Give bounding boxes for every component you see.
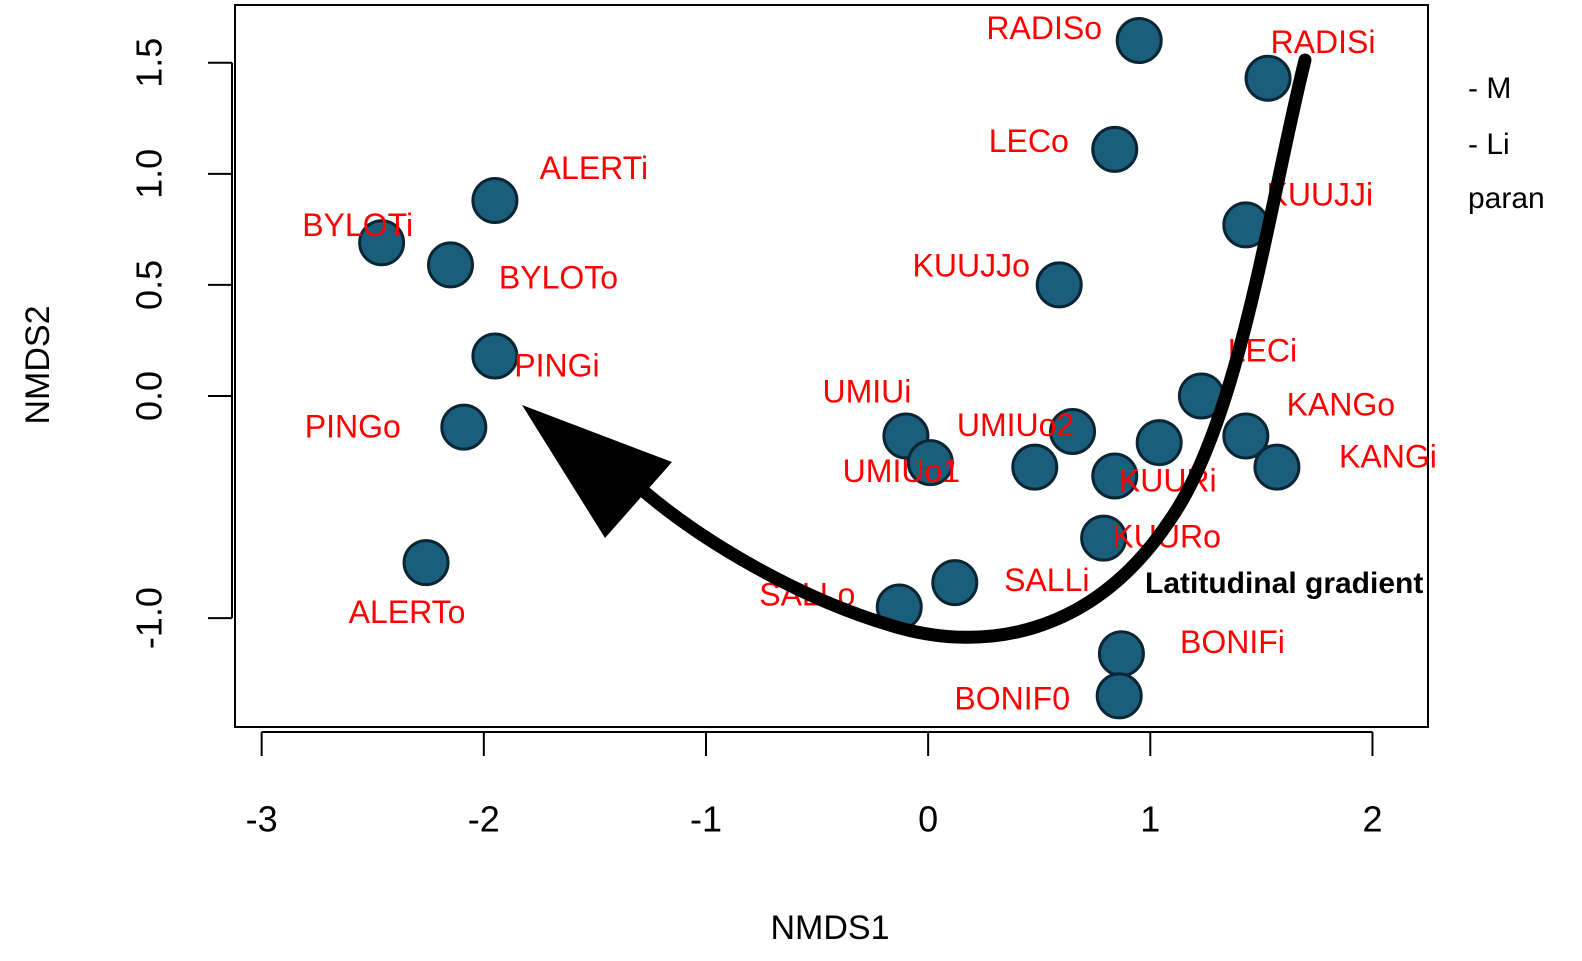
point-label: ALERTo [349, 594, 466, 630]
point [1115, 17, 1163, 65]
point [471, 176, 519, 224]
point-label: UMIUo2 [957, 407, 1074, 443]
point [426, 241, 474, 289]
point-label: BONIFi [1180, 624, 1285, 660]
y-tick-label: -1.0 [129, 587, 170, 649]
marks: -3 -2 -1 0 1 2 -1.0 0.0 0.5 1.0 1.5 RADISo RADISi LEC… [129, 10, 1437, 840]
point-label: SALLi [1004, 562, 1089, 598]
point-label: BONIF0 [954, 680, 1070, 716]
point [1244, 54, 1292, 102]
arrow-head [522, 405, 672, 538]
point [358, 219, 406, 267]
gradient-label: Latitudinal gradient [1145, 567, 1423, 600]
point [402, 539, 450, 587]
x-axis-title: NMDS1 [770, 909, 889, 947]
point [1091, 452, 1139, 500]
point [1253, 443, 1301, 491]
x-tick-label: -2 [468, 799, 500, 840]
point-label: UMIUi [822, 373, 911, 409]
point-label: BYLOTo [499, 259, 618, 295]
point-label: RADISi [1271, 24, 1376, 60]
point-label: KANGi [1339, 439, 1437, 475]
x-tick-label: -1 [690, 799, 722, 840]
y-axis-title: NMDS2 [19, 305, 57, 424]
point [1011, 443, 1059, 491]
y-tick-label: 0.0 [129, 371, 170, 421]
point-label: RADISo [986, 10, 1102, 46]
x-tick-label: 0 [918, 799, 938, 840]
point-label: PINGo [305, 409, 401, 445]
point [440, 403, 488, 451]
point [1095, 672, 1143, 720]
x-tick-label: -3 [246, 799, 278, 840]
point [1097, 630, 1145, 678]
y-tick-label: 0.5 [129, 260, 170, 310]
point [1049, 408, 1097, 456]
side-note: paran [1468, 182, 1545, 215]
y-tick-label: 1.0 [129, 149, 170, 199]
point-label: PINGi [514, 347, 599, 383]
side-note: - Li [1468, 128, 1510, 161]
point-label: ALERTi [540, 150, 648, 186]
side-note: - M [1468, 72, 1511, 105]
x-tick-label: 1 [1140, 799, 1160, 840]
point [1222, 412, 1270, 460]
point [906, 439, 954, 487]
gradient-arrow [633, 53, 1312, 644]
point [1091, 125, 1139, 173]
point [1080, 514, 1128, 562]
plot-frame [234, 4, 1429, 728]
point-label: KUUJJo [913, 247, 1030, 283]
x-tick-label: 2 [1362, 799, 1382, 840]
point [931, 559, 979, 607]
point-label: UMIUo1 [843, 453, 960, 489]
point-label: KANGo [1287, 386, 1395, 422]
point [1035, 261, 1083, 309]
point [1135, 419, 1183, 467]
y-tick-label: 1.5 [129, 38, 170, 88]
point-label: BYLOTi [302, 207, 413, 243]
point [471, 332, 519, 380]
point-label: LECo [989, 123, 1069, 159]
